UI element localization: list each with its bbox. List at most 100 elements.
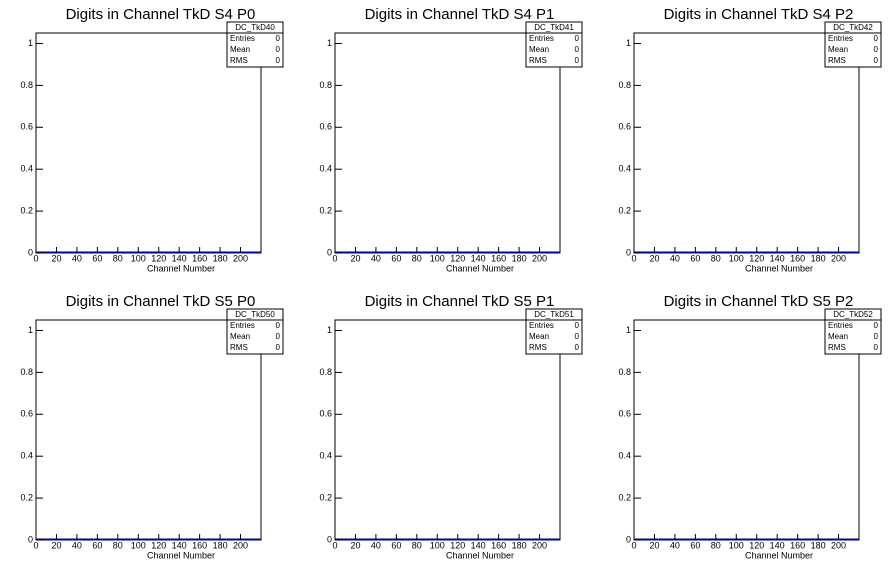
stats-label: Mean	[828, 332, 848, 341]
chart-title: Digits in Channel TkD S5 P1	[365, 293, 555, 310]
y-tick-label: 0.4	[618, 164, 631, 174]
y-tick-label: 0.4	[20, 164, 33, 174]
y-tick-label: 0.8	[20, 367, 33, 377]
stats-box: DC_TkD40 Entries 0 Mean 0 RMS 0	[226, 21, 284, 68]
stats-box: DC_TkD41 Entries 0 Mean 0 RMS 0	[525, 21, 583, 68]
x-tick-label: 180	[512, 540, 527, 550]
x-tick-label: 100	[131, 253, 146, 263]
y-tick-label: 0	[626, 247, 631, 257]
stats-label: Mean	[529, 332, 549, 341]
y-tick-label: 1	[626, 325, 631, 335]
x-tick-label: 140	[471, 540, 486, 550]
x-tick-label: 20	[51, 540, 61, 550]
x-tick-label: 120	[450, 253, 465, 263]
y-tick-label: 0.2	[618, 492, 631, 502]
x-tick-label: 200	[233, 253, 248, 263]
x-tick-label: 40	[72, 253, 82, 263]
stats-label: Mean	[529, 45, 549, 54]
stats-label: Entries	[529, 321, 554, 330]
x-tick-label: 80	[412, 540, 422, 550]
x-tick-label: 0	[332, 540, 337, 550]
stats-value: 0	[276, 45, 281, 54]
x-tick-label: 60	[690, 253, 700, 263]
x-tick-label: 0	[631, 253, 636, 263]
stats-label: RMS	[529, 343, 547, 352]
y-tick-label: 0.2	[319, 205, 332, 215]
pad: 0 20 40 60 80 100 120 140 160 180 20000.20.40.60.8…	[20, 6, 284, 273]
x-tick-label: 180	[811, 540, 826, 550]
y-tick-label: 1	[28, 325, 33, 335]
stats-value: 0	[575, 343, 580, 352]
x-tick-label: 20	[350, 253, 360, 263]
x-axis-title: Channel Number	[745, 263, 813, 273]
stats-box: DC_TkD50 Entries 0 Mean 0 RMS 0	[226, 308, 284, 355]
stats-value: 0	[276, 321, 281, 330]
x-tick-label: 160	[790, 253, 805, 263]
y-tick-label: 0	[28, 247, 33, 257]
stats-value: 0	[575, 34, 580, 43]
stats-label: Mean	[230, 332, 250, 341]
x-axis-title: Channel Number	[745, 550, 813, 560]
x-tick-label: 200	[532, 540, 547, 550]
x-tick-label: 80	[711, 540, 721, 550]
y-tick-label: 0.2	[618, 205, 631, 215]
x-tick-label: 120	[151, 540, 166, 550]
stats-label: Mean	[828, 45, 848, 54]
stats-label: Entries	[529, 34, 554, 43]
y-tick-label: 0.2	[20, 205, 33, 215]
x-tick-label: 40	[371, 253, 381, 263]
x-tick-label: 140	[471, 253, 486, 263]
stats-value: 0	[874, 56, 879, 65]
stats-label: RMS	[230, 343, 248, 352]
x-tick-label: 80	[711, 253, 721, 263]
chart-title: Digits in Channel TkD S4 P1	[365, 6, 555, 23]
x-tick-label: 120	[749, 253, 764, 263]
stats-value: 0	[575, 332, 580, 341]
stats-label: Entries	[828, 321, 853, 330]
stats-name: DC_TkD40	[235, 23, 275, 32]
x-tick-label: 140	[172, 253, 187, 263]
x-tick-label: 0	[33, 540, 38, 550]
stats-frame	[824, 308, 882, 355]
x-tick-label: 80	[113, 540, 123, 550]
y-tick-label: 0.6	[20, 122, 33, 132]
stats-label: Entries	[828, 34, 853, 43]
x-tick-label: 200	[532, 253, 547, 263]
x-tick-label: 180	[213, 253, 228, 263]
stats-label: RMS	[828, 343, 846, 352]
stats-value: 0	[575, 321, 580, 330]
y-tick-label: 0	[327, 534, 332, 544]
chart-title: Digits in Channel TkD S4 P2	[664, 6, 854, 23]
x-tick-label: 20	[649, 253, 659, 263]
x-tick-label: 140	[172, 540, 187, 550]
y-tick-label: 0.6	[319, 122, 332, 132]
y-tick-label: 0.4	[319, 164, 332, 174]
x-tick-label: 20	[649, 540, 659, 550]
stats-label: RMS	[828, 56, 846, 65]
x-tick-label: 140	[770, 253, 785, 263]
x-tick-label: 160	[491, 253, 506, 263]
stats-label: Entries	[230, 321, 255, 330]
x-tick-label: 40	[371, 540, 381, 550]
y-tick-label: 0.8	[618, 367, 631, 377]
stats-box: DC_TkD52 Entries 0 Mean 0 RMS 0	[824, 308, 882, 355]
x-axis-title: Channel Number	[147, 263, 215, 273]
x-tick-label: 80	[113, 253, 123, 263]
x-axis-title: Channel Number	[446, 263, 514, 273]
stats-value: 0	[276, 332, 281, 341]
x-tick-label: 0	[332, 253, 337, 263]
y-tick-label: 1	[28, 38, 33, 48]
y-tick-label: 1	[327, 38, 332, 48]
y-tick-label: 0.6	[20, 409, 33, 419]
y-tick-label: 0.4	[319, 451, 332, 461]
stats-name: DC_TkD50	[235, 310, 275, 319]
x-tick-label: 40	[72, 540, 82, 550]
x-tick-label: 120	[450, 540, 465, 550]
stats-value: 0	[874, 343, 879, 352]
stats-value: 0	[276, 34, 281, 43]
x-tick-label: 60	[391, 540, 401, 550]
x-tick-label: 60	[92, 253, 102, 263]
stats-name: DC_TkD42	[833, 23, 873, 32]
y-tick-label: 0.8	[319, 367, 332, 377]
y-tick-label: 1	[626, 38, 631, 48]
